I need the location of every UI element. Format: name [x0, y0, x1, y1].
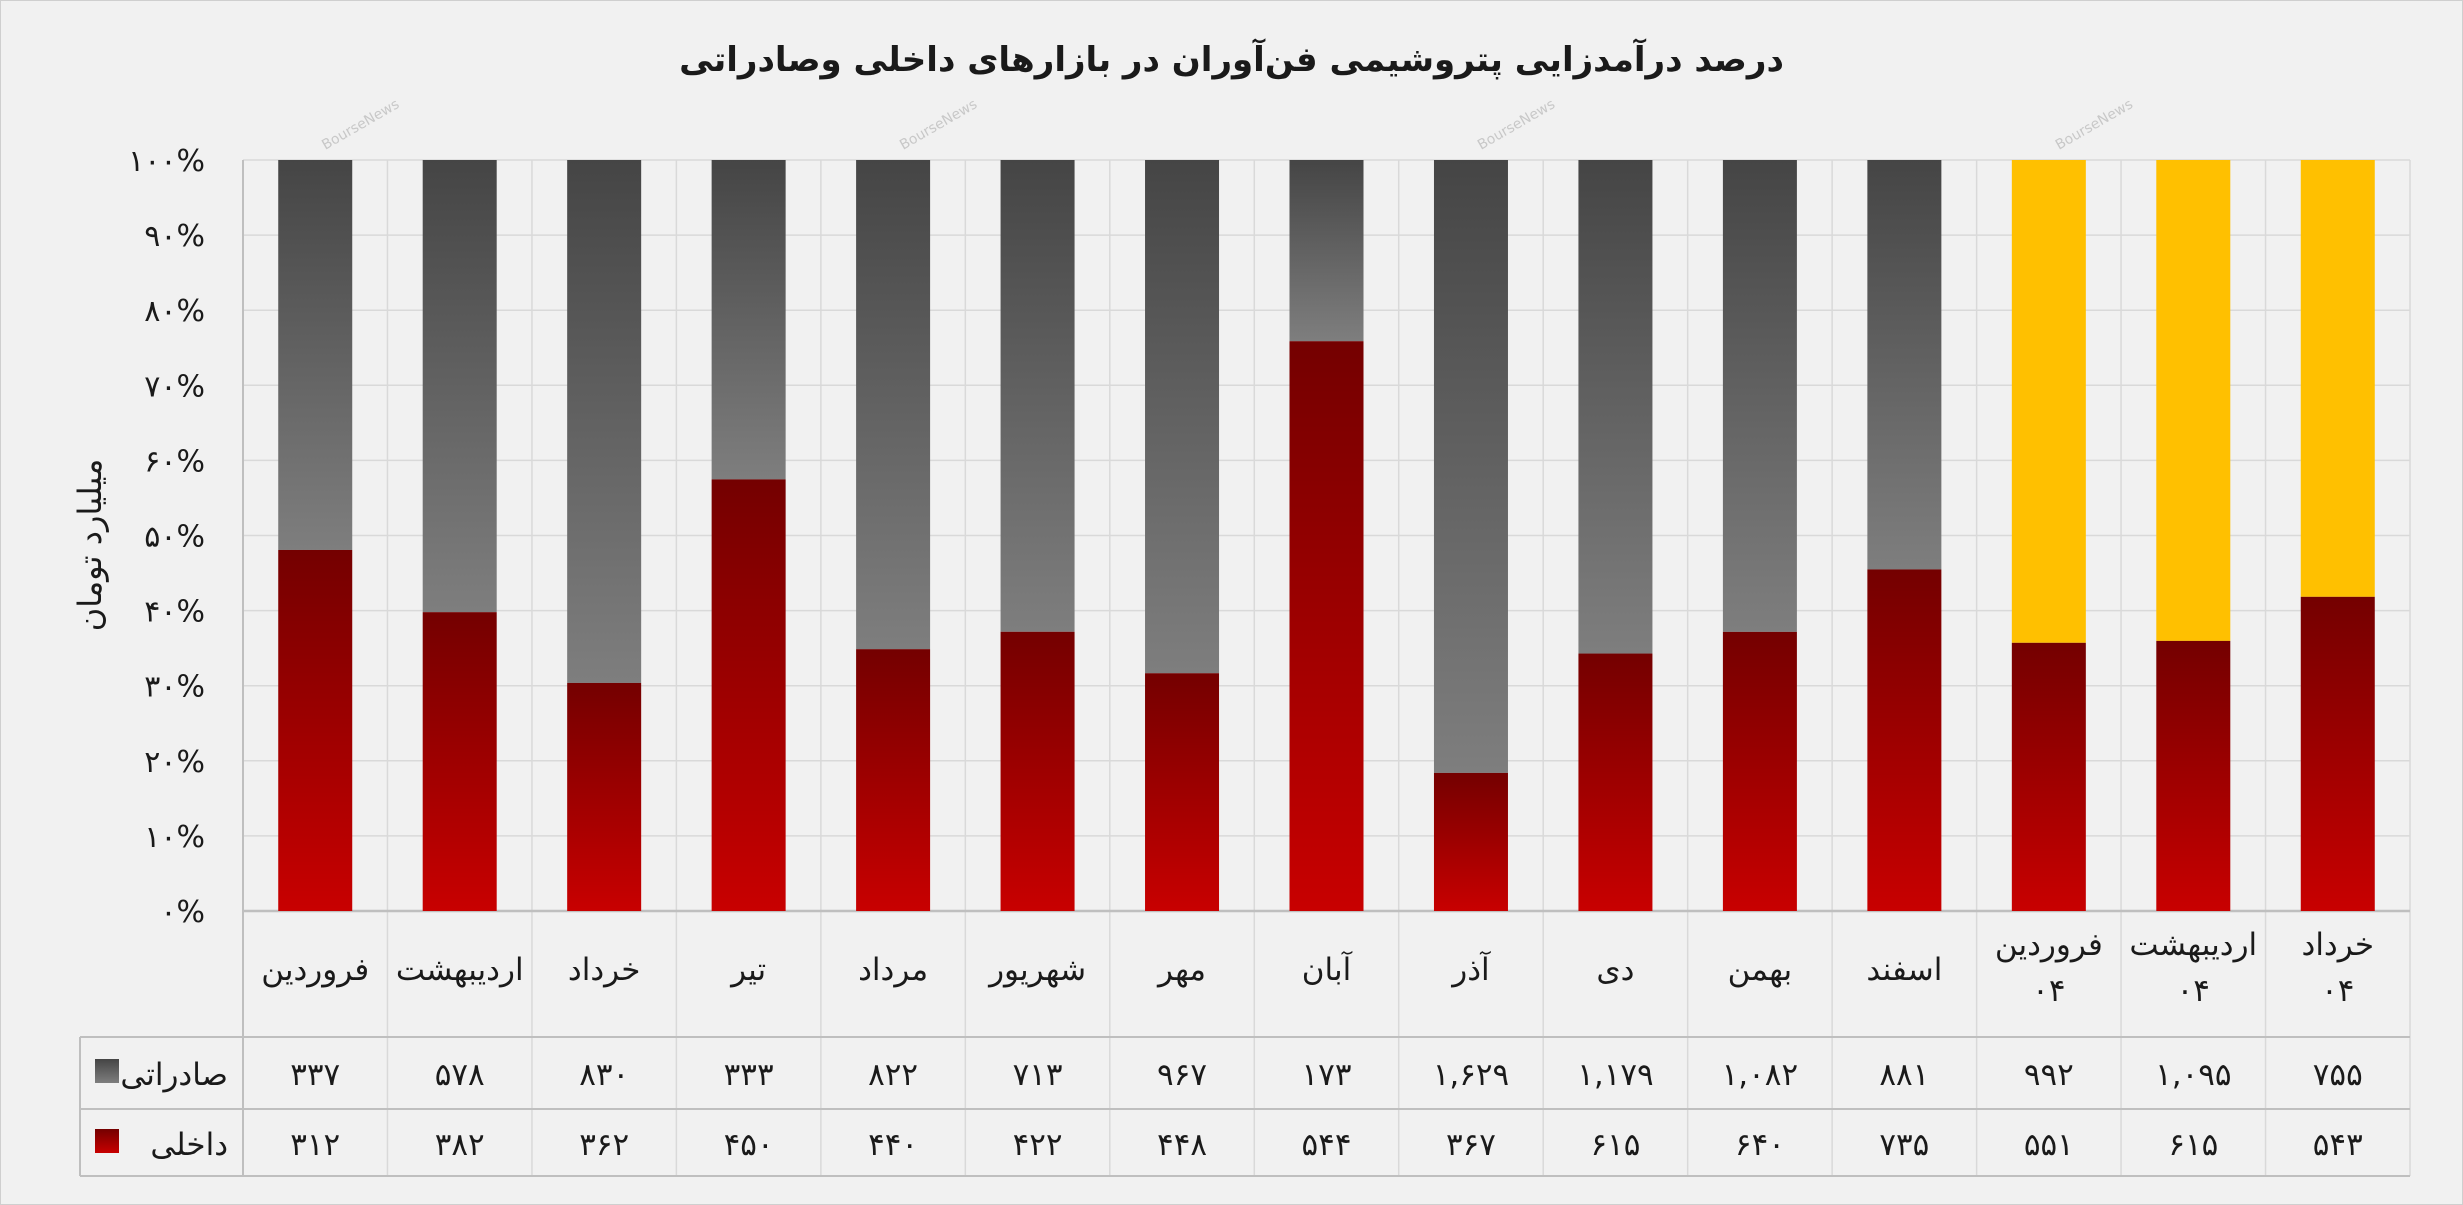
bar-domestic	[1433, 772, 1508, 911]
y-tick-label: ۳۰%	[144, 670, 205, 705]
bar-domestic	[2156, 640, 2231, 911]
table-cell-domestic: ۴۴۰	[868, 1127, 918, 1163]
bar-export	[2011, 160, 2086, 643]
bar-export	[278, 160, 353, 550]
watermark: BourseNews	[897, 96, 980, 153]
category-label: تیر	[729, 952, 766, 988]
category-label: خرداد	[568, 952, 641, 988]
category-label: خرداد	[2302, 927, 2375, 963]
table-cell-export: ۱,۱۷۹	[1577, 1057, 1653, 1093]
table-cell-export: ۱,۶۲۹	[1433, 1057, 1509, 1093]
table-cell-domestic: ۴۲۲	[1013, 1127, 1063, 1163]
table-cell-export: ۱,۰۹۵	[2155, 1057, 2231, 1093]
category-label: ۰۴	[2177, 973, 2210, 1009]
bar-domestic	[2011, 642, 2086, 911]
bar-export	[1722, 160, 1797, 632]
category-label: مرداد	[858, 952, 928, 988]
chart-title: درصد درآمدزایی پتروشیمی فن‌آوران در بازا…	[679, 40, 1784, 80]
y-tick-label: ۲۰%	[144, 745, 205, 780]
bar-domestic	[1289, 341, 1364, 911]
table-cell-export: ۹۶۷	[1157, 1057, 1207, 1093]
table-cell-domestic: ۶۱۵	[1590, 1127, 1640, 1163]
table-cell-domestic: ۳۶۲	[579, 1127, 629, 1163]
category-label: آبان	[1302, 950, 1353, 988]
bar-export	[2156, 160, 2231, 641]
category-label: فروردین	[261, 952, 369, 988]
table-cell-export: ۸۳۰	[579, 1057, 629, 1093]
y-tick-label: ۴۰%	[144, 595, 205, 630]
bar-domestic	[2300, 596, 2375, 911]
y-tick-label: ۷۰%	[144, 369, 205, 404]
table-cell-export: ۱,۰۸۲	[1722, 1057, 1798, 1093]
legend-swatch-domestic	[95, 1129, 119, 1153]
y-tick-label: ۵۰%	[144, 520, 205, 555]
table-cell-domestic: ۳۸۲	[435, 1127, 485, 1163]
category-label: ۰۴	[2032, 973, 2065, 1009]
y-tick-label: ۱۰%	[144, 820, 205, 855]
category-label: اردیبهشت	[396, 952, 524, 988]
bar-domestic	[1000, 631, 1075, 911]
bar-export	[1578, 160, 1653, 654]
bar-domestic	[1578, 653, 1653, 911]
bar-domestic	[711, 479, 786, 911]
bar-export	[711, 160, 786, 480]
bar-export	[1000, 160, 1075, 632]
table-cell-domestic: ۴۵۰	[724, 1127, 774, 1163]
table-cell-domestic: ۵۴۳	[2313, 1127, 2363, 1163]
bar-export	[1145, 160, 1220, 674]
watermark: BourseNews	[319, 96, 402, 153]
category-label: بهمن	[1728, 952, 1792, 988]
legend-label-domestic: داخلی	[150, 1127, 228, 1163]
bar-export	[1433, 160, 1508, 773]
table-cell-export: ۸۲۲	[868, 1057, 918, 1093]
table-cell-export: ۹۹۲	[2024, 1057, 2074, 1093]
bar-export	[2300, 160, 2375, 597]
bar-domestic	[278, 549, 353, 911]
bar-export	[856, 160, 931, 650]
bar-domestic	[856, 649, 931, 911]
category-label: اسفند	[1866, 952, 1942, 988]
category-label: دی	[1596, 952, 1634, 988]
legend-swatch-export	[95, 1059, 119, 1083]
table-cell-domestic: ۵۵۱	[2024, 1127, 2074, 1163]
bar-domestic	[1722, 631, 1797, 911]
category-label: فروردین	[1995, 927, 2103, 963]
table-cell-domestic: ۳۱۲	[290, 1127, 340, 1163]
table-cell-export: ۳۳۷	[290, 1057, 340, 1093]
y-tick-label: ۰%	[160, 895, 205, 930]
table-cell-domestic: ۷۳۵	[1879, 1127, 1929, 1163]
table-cell-domestic: ۳۶۷	[1446, 1127, 1496, 1163]
bar-export	[1289, 160, 1364, 342]
y-tick-label: ۶۰%	[144, 444, 205, 479]
y-tick-label: ۹۰%	[144, 219, 205, 254]
watermark: BourseNews	[1475, 96, 1558, 153]
table-cell-export: ۱۷۳	[1302, 1057, 1352, 1093]
table-cell-export: ۵۷۸	[435, 1057, 485, 1093]
category-label: مهر	[1156, 952, 1206, 988]
table-cell-domestic: ۶۴۰	[1735, 1127, 1785, 1163]
category-label: ۰۴	[2321, 973, 2354, 1009]
category-label: شهریور	[987, 952, 1086, 988]
table-cell-export: ۳۳۳	[724, 1057, 774, 1093]
bar-domestic	[1867, 569, 1942, 911]
bar-export	[567, 160, 642, 683]
bar-export	[1867, 160, 1942, 570]
bar-export	[422, 160, 497, 613]
legend-label-export: صادراتی	[120, 1057, 228, 1093]
bar-domestic	[422, 612, 497, 911]
y-tick-label: ۱۰۰%	[128, 144, 205, 179]
table-cell-export: ۷۱۳	[1013, 1057, 1063, 1093]
watermark: BourseNews	[2053, 96, 2136, 153]
category-label: اردیبهشت	[2129, 927, 2257, 963]
table-cell-domestic: ۴۴۸	[1157, 1127, 1207, 1163]
table-cell-export: ۸۸۱	[1879, 1057, 1929, 1093]
y-tick-label: ۸۰%	[144, 294, 205, 329]
table-cell-export: ۷۵۵	[2313, 1057, 2363, 1093]
bar-domestic	[1145, 673, 1220, 911]
table-cell-domestic: ۵۴۴	[1302, 1127, 1352, 1163]
table-cell-domestic: ۶۱۵	[2168, 1127, 2218, 1163]
category-label: آذر	[1450, 950, 1491, 988]
bar-domestic	[567, 682, 642, 911]
